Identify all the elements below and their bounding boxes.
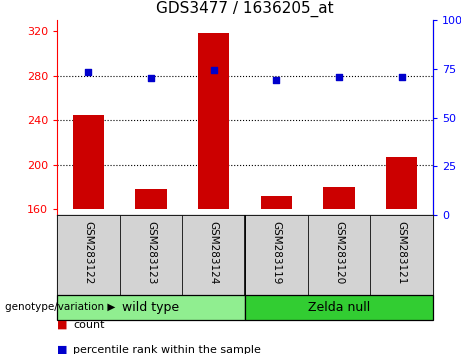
Text: GSM283124: GSM283124 xyxy=(209,221,219,285)
Bar xyxy=(183,215,245,295)
Bar xyxy=(370,215,433,295)
Point xyxy=(272,77,280,83)
Bar xyxy=(307,215,370,295)
Text: Zelda null: Zelda null xyxy=(308,301,370,314)
Bar xyxy=(260,196,292,210)
Text: ■: ■ xyxy=(57,345,71,354)
Bar xyxy=(198,33,229,210)
Point xyxy=(210,67,217,73)
Text: count: count xyxy=(73,320,105,330)
Bar xyxy=(245,295,433,320)
Text: GSM283119: GSM283119 xyxy=(272,221,281,285)
Text: GSM283123: GSM283123 xyxy=(146,221,156,285)
Text: wild type: wild type xyxy=(123,301,180,314)
Text: percentile rank within the sample: percentile rank within the sample xyxy=(73,345,261,354)
Bar xyxy=(73,115,104,210)
Text: GSM283122: GSM283122 xyxy=(83,221,93,285)
Text: GSM283120: GSM283120 xyxy=(334,221,344,285)
Bar xyxy=(323,187,355,210)
Bar xyxy=(120,215,183,295)
Bar xyxy=(386,157,417,210)
Text: ■: ■ xyxy=(57,320,71,330)
Bar xyxy=(57,215,120,295)
Bar xyxy=(245,215,307,295)
Point xyxy=(148,75,155,81)
Text: genotype/variation ▶: genotype/variation ▶ xyxy=(5,303,115,313)
Bar xyxy=(57,295,245,320)
Bar xyxy=(136,189,167,210)
Point xyxy=(85,69,92,75)
Title: GDS3477 / 1636205_at: GDS3477 / 1636205_at xyxy=(156,1,334,17)
Point xyxy=(398,74,405,80)
Text: GSM283121: GSM283121 xyxy=(396,221,407,285)
Point xyxy=(335,74,343,80)
